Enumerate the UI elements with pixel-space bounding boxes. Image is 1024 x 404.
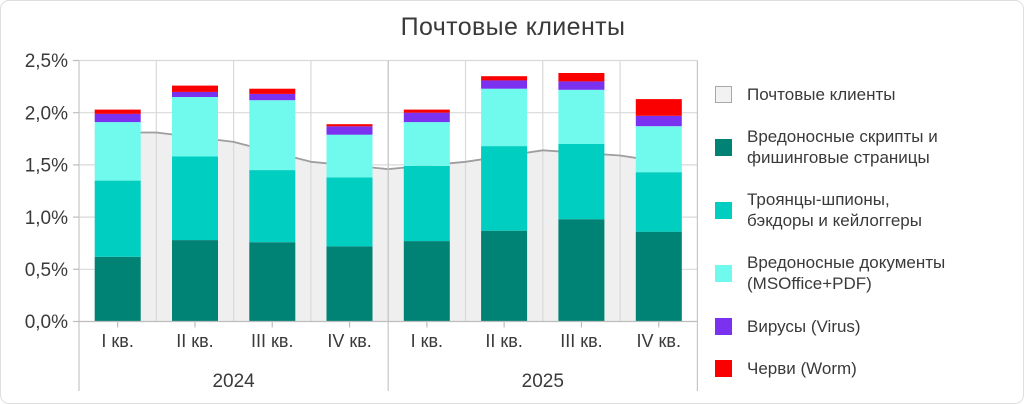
legend-item-malicious-documents: Вредоносные документы (MSOffice+PDF) [715,252,1015,294]
y-axis-label: 1,0% [25,208,68,229]
y-axis-label: 2,0% [25,103,68,124]
legend-item-worms: Черви (Worm) [715,358,1015,379]
bar-segment [326,246,373,322]
bar-segment [326,134,373,178]
bar-segment [94,109,141,114]
chart-title: Почтовые клиенты [400,13,626,41]
bar-segment [481,88,528,147]
bar-segment [558,219,605,322]
bar-segment [558,81,605,90]
legend-item-trojans-backdoors: Троянцы-шпионы, бэкдоры и кейлоггеры [715,189,1015,231]
mail-clients-swatch-icon [715,86,732,104]
legend-label: Вредоносные скрипты и фишинговые страниц… [747,127,938,168]
x-axis-label: II кв. [176,331,213,351]
legend-label: Вредоносные документы (MSOffice+PDF) [747,253,946,294]
x-axis-label: IV кв. [327,331,371,351]
bar-segment [172,240,218,322]
bar-segment [249,100,296,171]
y-axis-label: 1,5% [25,156,68,177]
x-axis-label: III кв. [251,331,293,351]
bar-segment [326,126,373,135]
legend-label: Вирусы (Virus) [747,316,861,336]
chart-legend: Почтовые клиенты Вредоносные скрипты и ф… [715,84,1015,379]
bar-segment [481,146,528,231]
bar-segment [635,115,682,127]
legend-label: Черви (Worm) [747,358,857,378]
x-axis-label: I кв. [101,331,133,351]
bar-segment [172,91,218,97]
mail-clients-plot: 0,0% 0,5% 1,0% 1,5% 2,0% 2,5% I кв. II кв. III к… [25,51,699,392]
bar-segment [94,113,141,123]
bar-segment [481,230,528,322]
bar-segment [403,112,450,123]
bar-segment [249,242,296,322]
bar-segment [635,99,682,116]
legend-item-mail-clients: Почтовые клиенты [715,84,1015,105]
bar-segment [558,144,605,220]
bar-segment [94,122,141,181]
bar-segment [403,109,450,113]
scripts-phishing-swatch-icon [715,138,732,156]
bar-segment [326,124,373,127]
bar-segment [635,231,682,322]
y-axis-label: 0,0% [25,312,68,333]
bar-segment [635,172,682,232]
viruses-swatch-icon [715,317,732,335]
bar-segment [326,177,373,247]
x-axis-label: IV кв. [637,331,681,351]
bar-segment [249,170,296,243]
legend-item-scripts-phishing: Вредоносные скрипты и фишинговые страниц… [715,126,1015,168]
year-group-label: 2025 [522,371,564,392]
x-axis-label: III кв. [560,331,602,351]
bar-segment [481,76,528,81]
bar-segment [403,241,450,322]
bar-segment [172,97,218,157]
bar-segment [558,73,605,82]
bar-segment [403,122,450,166]
bar-segment [558,89,605,144]
legend-label: Почтовые клиенты [747,85,896,104]
x-axis-label: II кв. [485,331,522,351]
y-axis-label: 0,5% [25,260,68,281]
bar-segment [172,85,218,92]
bar-segment [249,93,296,101]
bar-segment [172,156,218,240]
worms-swatch-icon [715,359,732,377]
bar-segment [635,126,682,173]
bar-segment [481,80,528,89]
year-group-label: 2024 [212,371,255,392]
malicious-documents-swatch-icon [715,264,732,282]
legend-item-viruses: Вирусы (Virus) [715,316,1015,337]
x-axis-label: I кв. [411,331,443,351]
trojans-backdoors-swatch-icon [715,201,732,219]
bar-segment [94,180,141,257]
bar-segment [249,88,296,94]
bar-segment [403,165,450,242]
y-axis-label: 2,5% [25,51,68,72]
bar-segment [94,256,141,322]
legend-label: Троянцы-шпионы, бэкдоры и кейлоггеры [747,190,922,231]
